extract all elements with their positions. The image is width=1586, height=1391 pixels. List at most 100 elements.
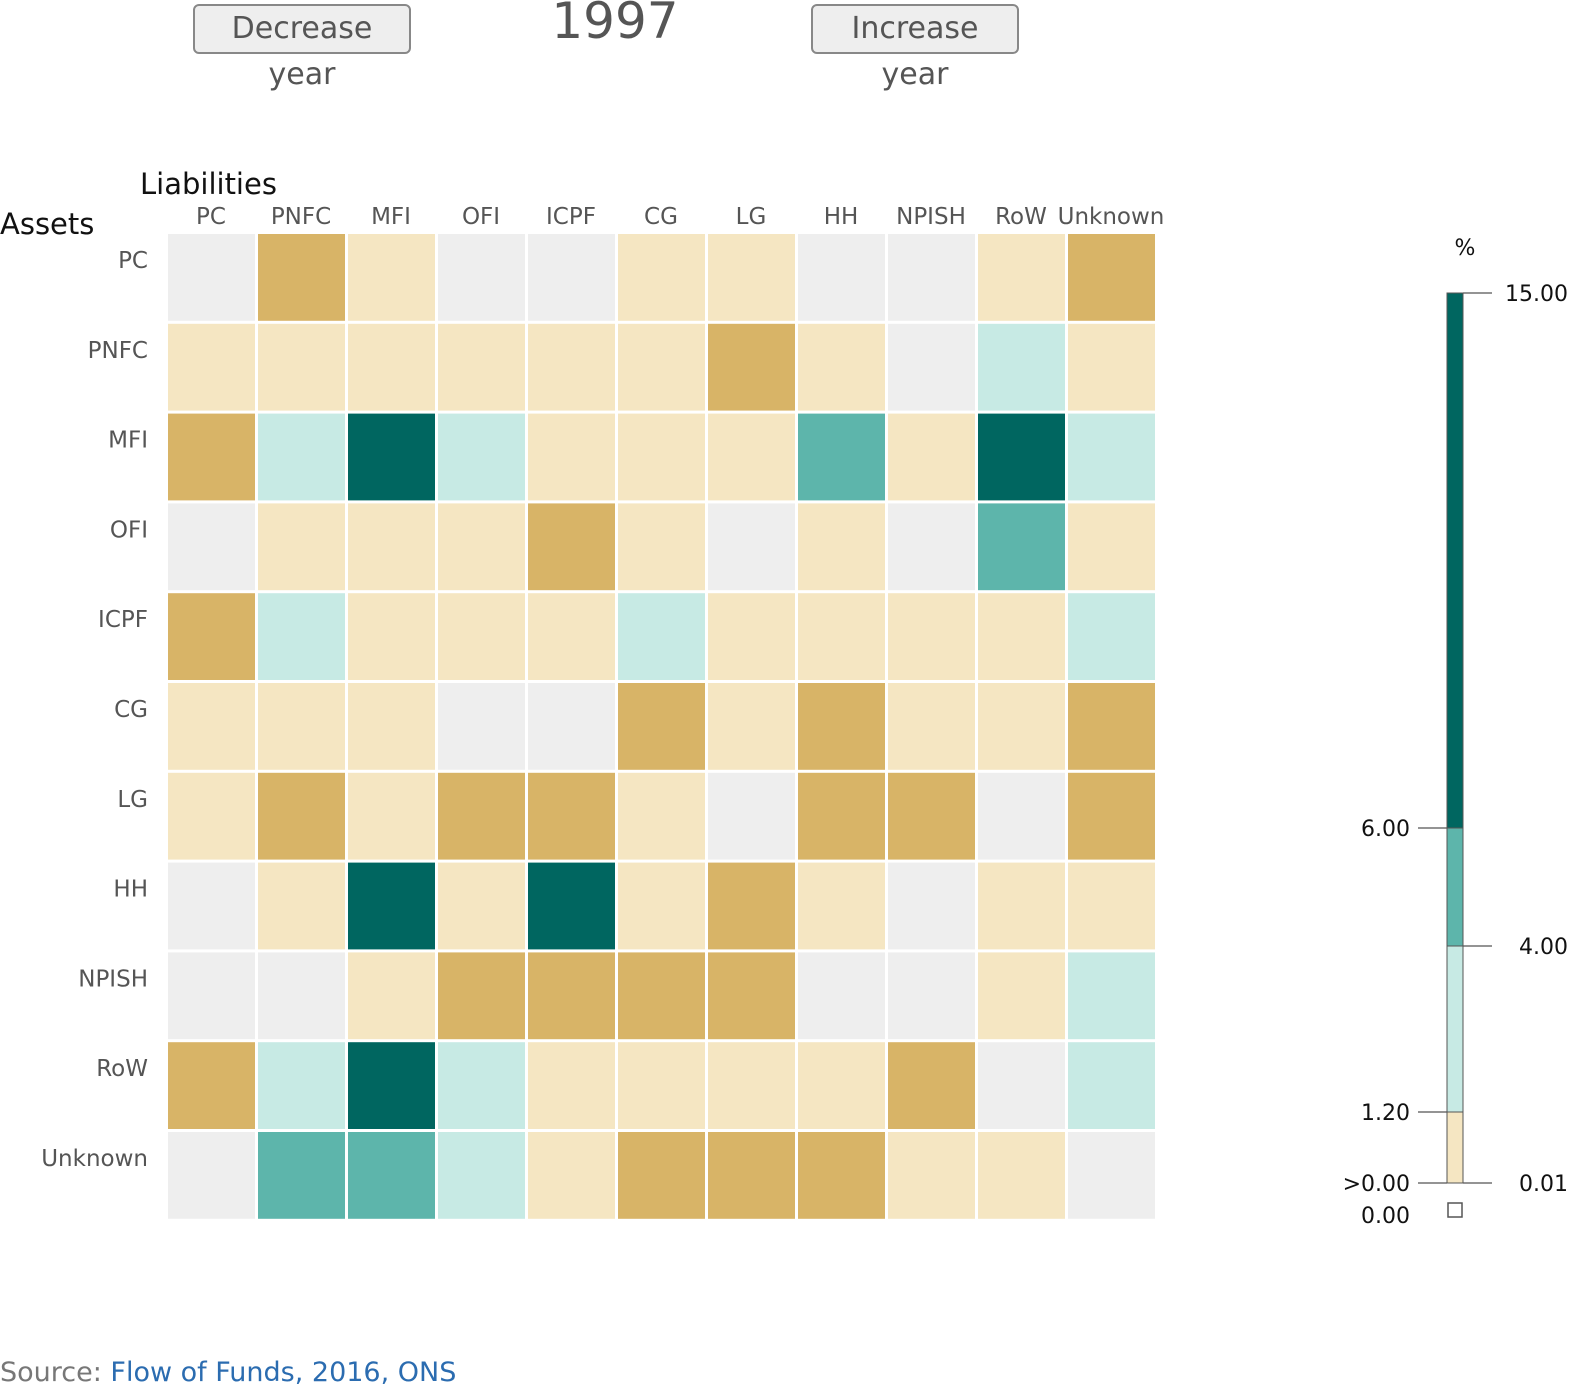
heatmap-cell (168, 1042, 255, 1129)
x-tick-label: MFI (371, 204, 411, 230)
heatmap-cell (168, 952, 255, 1040)
heatmap-cell (798, 1132, 885, 1219)
heatmap-cell (618, 234, 705, 321)
heatmap-cell (978, 1132, 1065, 1219)
heatmap-cell (348, 413, 435, 501)
heatmap-cell (168, 1132, 255, 1219)
heatmap-cell (1068, 413, 1155, 501)
legend-band (1446, 292, 1464, 829)
heatmap-cell (708, 952, 795, 1040)
increase-year-button[interactable]: Increase year (811, 4, 1019, 92)
y-tick-label: OFI (110, 517, 148, 543)
legend-tick-label: 4.00 (1519, 935, 1568, 960)
x-tick-label: PC (196, 204, 226, 230)
heatmap-cell (348, 234, 435, 321)
heatmap-cell (708, 593, 795, 680)
heatmap-cell (888, 323, 975, 411)
heatmap-cell (348, 1132, 435, 1219)
decrease-year-button[interactable]: Decrease year (193, 4, 411, 92)
heatmap-cell (528, 323, 615, 411)
legend-tick-label: >0.00 (1343, 1172, 1410, 1197)
heatmap-cell (168, 772, 255, 860)
heatmap-cell (258, 413, 345, 501)
heatmap-cell (438, 234, 525, 321)
heatmap-cell (888, 413, 975, 501)
heatmap-cell (528, 1042, 615, 1129)
legend-tick-label: 1.20 (1361, 1101, 1410, 1126)
heatmap-cell (888, 952, 975, 1040)
heatmap-cell (888, 862, 975, 950)
heatmap-cell (798, 1042, 885, 1129)
heatmap-cell (618, 323, 705, 411)
legend-unit-label: % (1455, 236, 1476, 261)
y-tick-label: RoW (96, 1056, 148, 1082)
heatmap-cell (348, 593, 435, 680)
heatmap-cell (1068, 862, 1155, 950)
heatmap-cell (348, 772, 435, 860)
x-tick-label: OFI (462, 204, 500, 230)
y-tick-label: Unknown (41, 1146, 148, 1172)
x-axis-title: Liabilities (140, 167, 277, 201)
legend-band (1446, 945, 1464, 1113)
legend-band (1446, 1111, 1464, 1184)
heatmap-cell (438, 503, 525, 591)
heatmap-cell (528, 1132, 615, 1219)
heatmap-cell (888, 593, 975, 680)
heatmap-cell (258, 323, 345, 411)
heatmap-cell (438, 413, 525, 501)
source-link[interactable]: Flow of Funds, 2016, ONS (110, 1357, 457, 1388)
heatmap-cell (528, 862, 615, 950)
heatmap-cell (1068, 503, 1155, 591)
legend-tick-label: 0.01 (1519, 1172, 1568, 1197)
heatmap-chart: Liabilities Assets PC PNFC MFI OFI ICPF CG LG H… (0, 167, 1568, 1229)
heatmap-cell (708, 772, 795, 860)
heatmap-cell (1068, 952, 1155, 1040)
x-tick-labels: PC PNFC MFI OFI ICPF CG LG HH NPISH RoW Unknown (196, 204, 1164, 230)
heatmap-cell (348, 1042, 435, 1129)
heatmap-cell (438, 323, 525, 411)
heatmap-cell (348, 862, 435, 950)
heatmap-cell (708, 683, 795, 770)
heatmap-cell (888, 1042, 975, 1129)
heatmap-cell (258, 503, 345, 591)
color-legend: % 6.00 1.20 >0.00 0.00 15.00 4.00 0.01 (1343, 236, 1568, 1229)
heatmap-cell (1068, 683, 1155, 770)
heatmap-cell (978, 413, 1065, 501)
heatmap-cell (258, 683, 345, 770)
y-tick-label: HH (113, 877, 148, 903)
heatmap-cells (168, 234, 1155, 1219)
heatmap-cell (258, 593, 345, 680)
heatmap-cell (1068, 772, 1155, 860)
heatmap-cell (528, 952, 615, 1040)
heatmap-cell (618, 683, 705, 770)
heatmap-cell (798, 593, 885, 680)
x-tick-label: ICPF (546, 204, 596, 230)
heatmap-cell (978, 772, 1065, 860)
heatmap-cell (708, 862, 795, 950)
heatmap-cell (618, 413, 705, 501)
heatmap-cell (528, 234, 615, 321)
legend-tick-label: 15.00 (1505, 282, 1568, 307)
heatmap-cell (798, 862, 885, 950)
heatmap-cell (978, 503, 1065, 591)
y-axis-title: Assets (0, 207, 94, 241)
heatmap-cell (618, 1042, 705, 1129)
heatmap-cell (348, 952, 435, 1040)
heatmap-cell (438, 862, 525, 950)
heatmap-cell (888, 772, 975, 860)
heatmap-cell (888, 503, 975, 591)
heatmap-cell (1068, 593, 1155, 680)
x-tick-label: LG (736, 204, 767, 230)
heatmap-cell (168, 234, 255, 321)
heatmap-cell (258, 952, 345, 1040)
heatmap-cell (798, 772, 885, 860)
heatmap-cell (888, 683, 975, 770)
heatmap-cell (168, 683, 255, 770)
heatmap-cell (168, 593, 255, 680)
heatmap-cell (798, 323, 885, 411)
heatmap-cell (618, 503, 705, 591)
heatmap-cell (528, 593, 615, 680)
heatmap-cell (978, 234, 1065, 321)
year-display: 1997 (551, 0, 679, 50)
heatmap-cell (888, 234, 975, 321)
